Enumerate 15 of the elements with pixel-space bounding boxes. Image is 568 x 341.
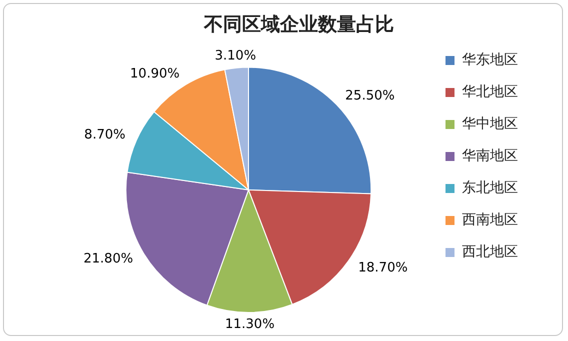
data-label: 21.80% (84, 252, 134, 267)
legend-label: 华中地区 (462, 116, 518, 132)
data-label: 11.30% (224, 316, 275, 332)
data-label: 8.70% (84, 128, 126, 143)
legend-label: 华南地区 (462, 148, 518, 164)
data-label: 25.50% (345, 88, 395, 104)
legend-label: 华东地区 (462, 52, 518, 68)
chart-title: 不同区域企业数量占比 (203, 13, 394, 36)
legend-label: 东北地区 (462, 180, 518, 196)
legend-label: 华北地区 (462, 84, 518, 100)
legend-label: 西北地区 (462, 244, 518, 260)
data-label: 18.70% (358, 260, 408, 276)
data-label: 3.10% (214, 48, 256, 64)
data-label: 10.90% (130, 66, 180, 82)
legend-label: 西南地区 (462, 212, 518, 228)
